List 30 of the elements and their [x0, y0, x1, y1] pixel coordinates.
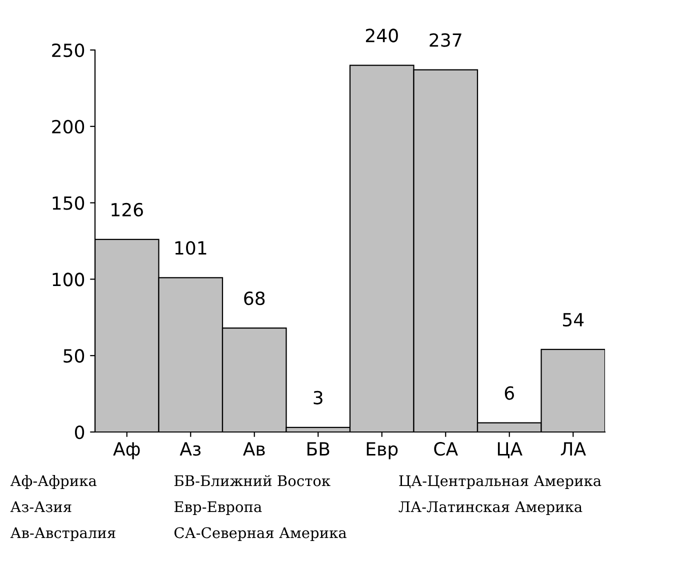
x-tick-label: Аф: [113, 442, 140, 460]
data-label: 68: [244, 291, 265, 306]
data-label: 3: [314, 390, 322, 404]
y-tick-label: 50: [64, 349, 84, 363]
y-tick-label: 200: [52, 120, 84, 134]
x-tick-label: Ав: [243, 442, 265, 456]
data-label: 6: [504, 386, 514, 400]
x-tick-label: БВ: [308, 442, 330, 456]
y-tick-label: 250: [52, 43, 84, 58]
y-tick-label: 100: [52, 272, 84, 286]
data-label: 126: [112, 202, 143, 217]
x-tick-label: ЛА: [560, 442, 586, 456]
data-label: 240: [366, 28, 398, 42]
x-tick-label: Аз: [180, 442, 201, 456]
text: Евр-Европа: [174, 501, 262, 516]
x-tick-label: СА: [434, 442, 458, 456]
text: Аф-Африка: [10, 474, 97, 490]
text: ЛА-Латинская Америка: [398, 501, 582, 516]
y-tick-label: 150: [52, 196, 84, 210]
text: Аз-Азия: [10, 501, 72, 512]
data-label: 54: [563, 313, 584, 327]
data-label: 237: [430, 33, 462, 47]
text: БВ-Ближний Восток: [174, 475, 330, 486]
text: СА-Северная Америка: [174, 527, 346, 542]
text: Ав-Австралия: [10, 527, 116, 542]
data-label: 101: [175, 241, 206, 255]
text: ЦА-Центральная Америка: [399, 475, 602, 490]
y-tick-label: 0: [74, 425, 84, 440]
x-tick-label: ЦА: [498, 442, 522, 458]
x-tick-label: Евр: [366, 442, 398, 460]
